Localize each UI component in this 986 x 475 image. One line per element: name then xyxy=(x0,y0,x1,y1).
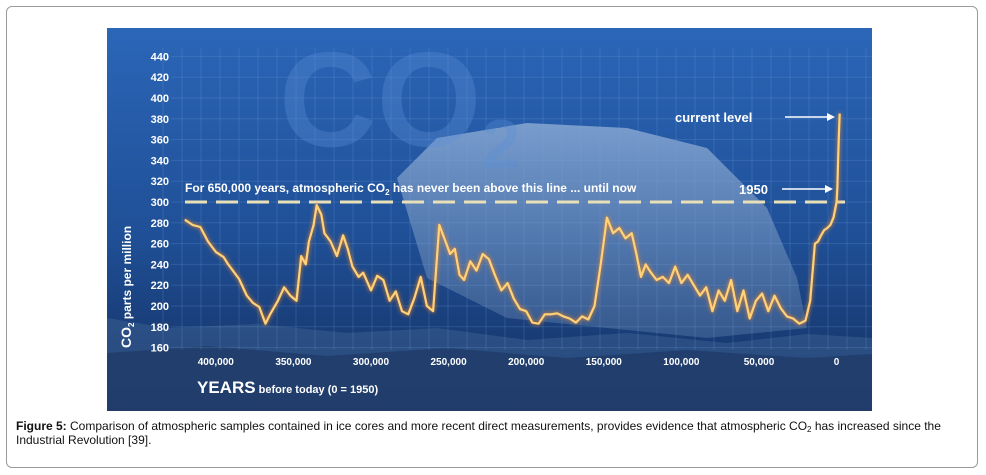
y-tick-label: 220 xyxy=(151,280,169,292)
grid-lines xyxy=(162,48,872,350)
y-tick-label: 260 xyxy=(151,239,169,251)
x-tick-label: 50,000 xyxy=(744,357,775,368)
y-axis-label: CO2 parts per million xyxy=(118,226,136,348)
caption-subscript: 2 xyxy=(807,425,812,434)
x-tick-label: 0 xyxy=(834,357,840,368)
y-tick-label: 340 xyxy=(151,155,169,167)
label-current-level: current level xyxy=(675,110,752,125)
co2-chart: CO2 160 180 200 220 240 260 280 300 320 340 360 380… xyxy=(107,28,872,411)
y-tick-label: 180 xyxy=(151,322,169,334)
caption-text-b: has increased since the Industrial Revol… xyxy=(16,419,941,447)
x-axis-ticks: 400,000 350,000 300,000 250,000 200,000 150,0… xyxy=(198,357,840,368)
arrow-current-head xyxy=(827,113,835,121)
y-tick-label: 200 xyxy=(151,301,169,313)
x-tick-label: 300,000 xyxy=(353,357,390,368)
caption-label: Figure 5: xyxy=(16,419,67,433)
x-tick-label: 250,000 xyxy=(431,357,468,368)
sea-shape xyxy=(107,346,872,411)
co2-chart-svg: CO2 160 180 200 220 240 260 280 300 320 340 360 380… xyxy=(107,28,872,411)
label-1950: 1950 xyxy=(739,182,768,197)
co2-watermark: CO2 xyxy=(279,28,520,183)
x-tick-label: 400,000 xyxy=(198,357,235,368)
y-axis-ticks: 160 180 200 220 240 260 280 300 320 340 360 380 400 4… xyxy=(151,51,169,354)
x-tick-label: 350,000 xyxy=(275,357,312,368)
x-axis-label: YEARS before today (0 = 1950) xyxy=(197,378,378,397)
x-tick-label: 200,000 xyxy=(508,357,545,368)
figure-caption: Figure 5: Comparison of atmospheric samp… xyxy=(16,419,971,447)
y-tick-label: 240 xyxy=(151,259,169,271)
y-tick-label: 280 xyxy=(151,218,169,230)
y-tick-label: 400 xyxy=(151,93,169,105)
y-tick-label: 420 xyxy=(151,72,169,84)
x-tick-label: 150,000 xyxy=(586,357,623,368)
y-tick-label: 320 xyxy=(151,176,169,188)
co2-series-line xyxy=(184,113,841,325)
y-tick-label: 380 xyxy=(151,114,169,126)
caption-text-a: Comparison of atmospheric samples contai… xyxy=(66,419,808,433)
y-tick-label: 440 xyxy=(151,51,169,63)
y-tick-label: 300 xyxy=(151,197,169,209)
y-tick-label: 160 xyxy=(151,343,169,355)
arrow-1950-head xyxy=(825,185,833,193)
threshold-annotation: For 650,000 years, atmospheric CO2 has n… xyxy=(185,181,637,197)
y-tick-label: 360 xyxy=(151,135,169,147)
x-tick-label: 100,000 xyxy=(663,357,700,368)
